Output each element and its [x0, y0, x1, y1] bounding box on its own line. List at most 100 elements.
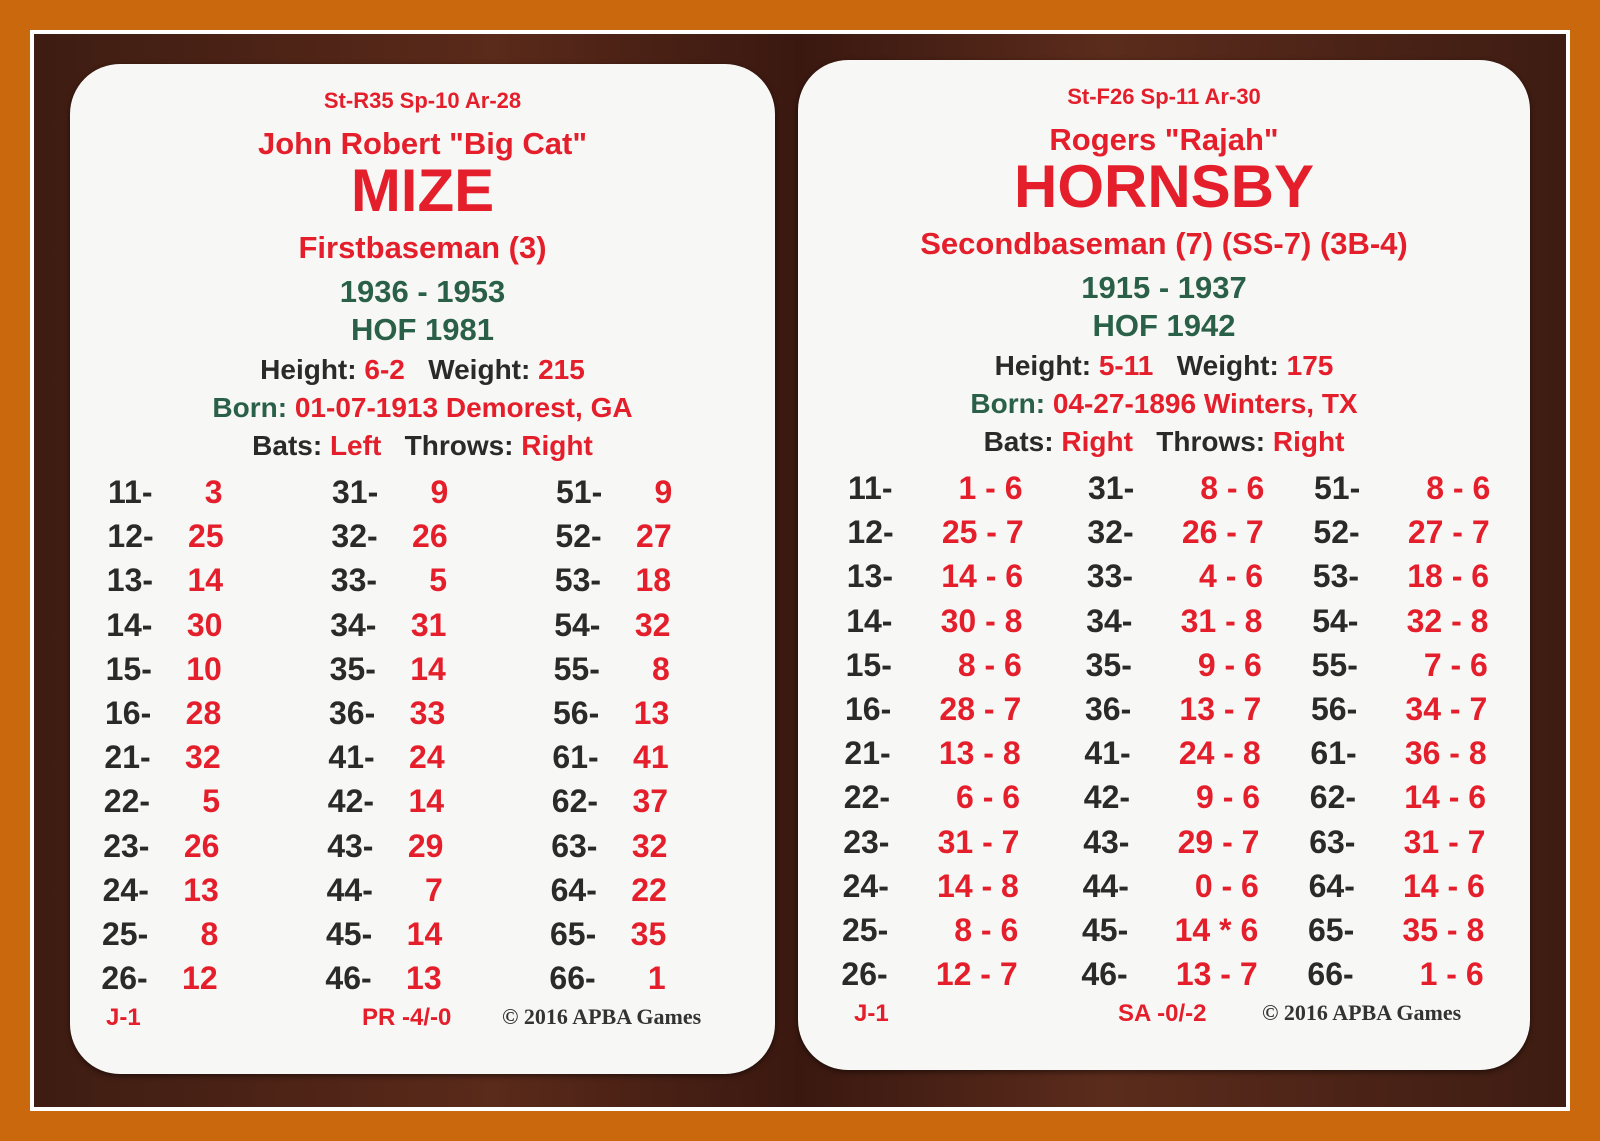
play-result: 31 - 7 [937, 823, 1020, 860]
result-row: 33- 5 [331, 562, 447, 599]
play-result: 13 [183, 871, 219, 908]
play-result: 9 - 6 [1196, 779, 1261, 816]
dice-roll: 25- [842, 912, 889, 948]
result-row: 22- 5 [104, 783, 220, 820]
dice-roll: 15- [845, 646, 892, 683]
player-position: Secondbaseman (7) (SS-7) (3B-4) [920, 226, 1408, 261]
dice-roll: 32- [331, 518, 378, 555]
result-row: 23- 31 - 7 [843, 824, 1019, 861]
dice-roll: 23- [843, 823, 890, 860]
copyright: © 2016 APBA Games [1262, 1000, 1462, 1025]
result-row: 64- 22 [551, 872, 667, 909]
result-row: 36- 33 [329, 695, 445, 732]
play-result: 26 [412, 518, 448, 555]
play-result: 12 - 7 [935, 956, 1018, 993]
play-result: 14 [406, 916, 443, 952]
play-result: 14 - 6 [1403, 867, 1485, 904]
result-row: 14- 30 [106, 607, 222, 644]
dice-roll: 65- [550, 916, 597, 952]
play-result: 31 - 8 [1180, 602, 1263, 639]
play-result: 34 - 7 [1405, 691, 1488, 727]
result-row: 52- 27 - 7 [1313, 514, 1489, 551]
result-row: 56- 13 [553, 695, 669, 732]
result-row: 34- 31 [330, 607, 446, 644]
play-result: 32 - 8 [1406, 602, 1489, 639]
result-row: 51- 8 - 6 [1314, 470, 1490, 507]
dice-roll: 34- [1086, 602, 1133, 639]
dice-roll: 16- [845, 691, 892, 727]
result-row: 24- 13 [103, 872, 219, 909]
play-result: 14 - 6 [1404, 779, 1487, 816]
result-row: 62- 14 - 6 [1310, 779, 1486, 816]
result-row: 51- 9 [556, 474, 672, 511]
result-row: 32- 26 [331, 518, 447, 555]
result-row: 46- 13 - 7 [1081, 956, 1257, 993]
play-result: 36 - 8 [1404, 735, 1487, 772]
play-result: 7 - 6 [1423, 646, 1488, 683]
result-row: 41- 24 [328, 739, 444, 776]
dice-roll: 52- [555, 518, 602, 555]
player-position: Firstbaseman (3) [298, 230, 547, 265]
play-result: 25 [188, 518, 224, 555]
play-result: 32 [631, 827, 668, 864]
result-row: 63- 31 - 7 [1309, 824, 1485, 861]
dice-roll: 53- [554, 562, 602, 599]
play-result: 8 [200, 916, 219, 952]
result-row: 32- 26 - 7 [1087, 514, 1263, 551]
result-row: 45- 14 * 6 [1082, 912, 1258, 949]
dice-roll: 12- [847, 514, 894, 551]
dice-roll: 35- [329, 650, 376, 687]
play-result: 26 - 7 [1181, 514, 1264, 551]
play-result: 13 - 8 [938, 735, 1021, 772]
dice-roll: 64- [1308, 867, 1355, 904]
result-row: 25- 8 [102, 916, 218, 953]
dice-roll: 23- [103, 827, 150, 864]
result-row: 31- 9 [332, 474, 448, 511]
player-last-name: MIZE [350, 157, 495, 224]
dice-roll: 62- [551, 783, 599, 820]
play-result: 27 [636, 518, 672, 555]
result-row: 16- 28 - 7 [845, 691, 1021, 728]
result-row: 56- 34 - 7 [1311, 691, 1487, 728]
dice-roll: 12- [107, 518, 154, 555]
dice-roll: 44- [326, 871, 373, 908]
play-result: 8 - 6 [1200, 470, 1265, 506]
dice-roll: 32- [1087, 514, 1134, 551]
dice-roll: 61- [552, 739, 599, 776]
play-result: 4 - 6 [1199, 558, 1264, 595]
play-result: 9 - 6 [1197, 646, 1262, 683]
result-row: 13- 14 [107, 562, 223, 599]
height-weight: Height: 5-11 Weight: 175 [994, 350, 1334, 381]
dice-roll: 43- [1083, 823, 1130, 860]
dice-roll: 46- [1081, 956, 1128, 993]
play-result: 9 [654, 474, 673, 510]
result-row: 15- 8 - 6 [846, 647, 1022, 684]
card-ratings: St-R35 Sp-10 Ar-28 [323, 88, 522, 113]
dice-roll: 56- [553, 695, 600, 731]
dice-roll: 22- [103, 783, 151, 820]
result-row: 65- 35 [550, 916, 666, 953]
height-weight: Height: 6-2 Weight: 215 [260, 354, 585, 385]
dice-roll: 43- [327, 827, 374, 864]
play-result: 0 - 6 [1194, 867, 1259, 904]
play-result: 30 - 8 [940, 602, 1023, 639]
play-result: 1 - 6 [1419, 956, 1484, 993]
result-row: 31- 8 - 6 [1088, 470, 1264, 507]
dice-roll: 63- [551, 827, 598, 864]
result-row: 12- 25 [107, 518, 223, 555]
fielding-rating: SA -0/-2 [1118, 1000, 1207, 1027]
hall-of-fame: HOF 1942 [1092, 308, 1236, 343]
play-result: 13 - 7 [1179, 691, 1262, 727]
play-result: 5 [202, 783, 221, 820]
result-row: 53- 18 [555, 562, 671, 599]
dice-roll: 55- [1311, 646, 1358, 683]
result-row: 54- 32 [554, 607, 670, 644]
dice-roll: 64- [550, 871, 597, 908]
dice-roll: 16- [105, 695, 152, 731]
play-result: 7 [425, 871, 443, 908]
result-row: 66- 1 - 6 [1307, 956, 1483, 993]
result-row: 61- 41 [552, 739, 668, 776]
play-result: 9 [430, 474, 449, 510]
dice-roll: 36- [1085, 691, 1132, 727]
born-info: Born: 04-27-1896 Winters, TX [970, 388, 1358, 419]
